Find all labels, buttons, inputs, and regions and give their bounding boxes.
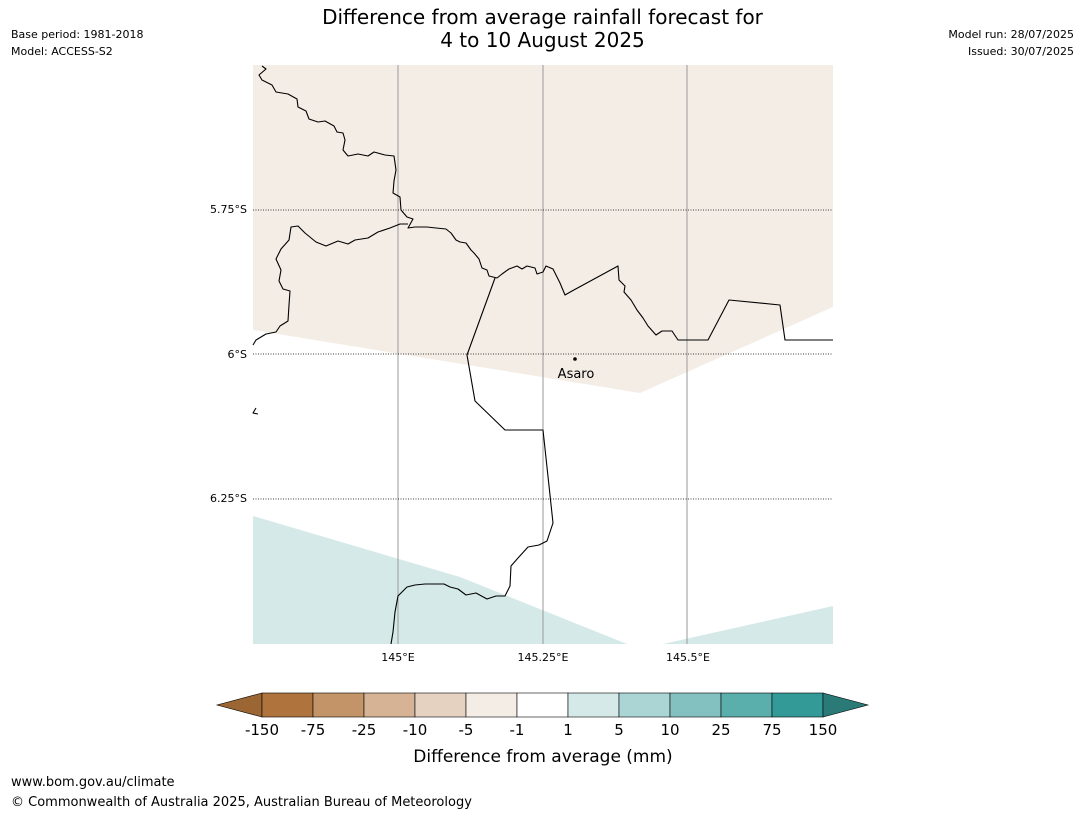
wet-anomaly-region-west <box>253 516 627 644</box>
model-run-label: Model run: 28/07/2025 <box>948 28 1074 41</box>
legend-swatch <box>567 692 620 718</box>
colour-legend: -150 -75 -25 -10 -5 -1 1 5 10 25 75 150 <box>215 692 870 739</box>
footer-url: www.bom.gov.au/climate <box>11 775 175 790</box>
legend-arrow-right <box>822 692 870 718</box>
legend-tick-label: -10 <box>403 721 428 739</box>
map-title: Difference from average rainfall forecas… <box>0 6 1085 52</box>
lat-label-6-25s: 6.25°S <box>210 492 247 505</box>
legend-swatch <box>261 692 314 718</box>
legend-tick-label: 25 <box>711 721 730 739</box>
map-title-line-2: 4 to 10 August 2025 <box>440 28 645 52</box>
lat-label-6s: 6°S <box>228 348 247 361</box>
legend-tick-label: 150 <box>809 721 838 739</box>
legend-tick-label: -5 <box>459 721 474 739</box>
lon-label-145-25e: 145.25°E <box>518 651 569 664</box>
header-left-info: Base period: 1981-2018 Model: ACCESS-S2 <box>11 26 143 60</box>
map-title-line-1: Difference from average rainfall forecas… <box>322 5 763 29</box>
latitude-gridlines <box>253 209 833 500</box>
legend-swatch <box>414 692 467 718</box>
legend-tick-label: -75 <box>301 721 326 739</box>
legend-tick-label: 10 <box>660 721 679 739</box>
border-central <box>390 277 554 645</box>
legend-swatch <box>312 692 365 718</box>
issued-label: Issued: 30/07/2025 <box>967 45 1074 58</box>
legend-swatch <box>618 692 671 718</box>
legend-swatch <box>720 692 773 718</box>
legend-swatch <box>516 692 569 718</box>
wet-anomaly-region-east <box>663 606 833 644</box>
legend-arrow-left <box>215 692 263 718</box>
legend-tick-label: 5 <box>614 721 624 739</box>
border-fragment-west <box>252 407 259 415</box>
legend-swatch <box>363 692 416 718</box>
legend-tick-label: 75 <box>762 721 781 739</box>
border-west-upper <box>252 223 408 346</box>
lat-label-5-75s: 5.75°S <box>210 203 247 216</box>
legend-swatch <box>465 692 518 718</box>
border-outlines <box>252 65 833 645</box>
legend-tick-label: -150 <box>245 721 279 739</box>
lon-label-145-5e: 145.5°E <box>666 651 710 664</box>
legend-title: Difference from average (mm) <box>413 747 672 767</box>
model-label: Model: ACCESS-S2 <box>11 45 113 58</box>
asaro-label: Asaro <box>558 367 595 382</box>
base-period-label: Base period: 1981-2018 <box>11 28 144 41</box>
legend-tick-label: -25 <box>352 721 377 739</box>
legend-swatch <box>771 692 824 718</box>
legend-tick-label: 1 <box>563 721 573 739</box>
legend-tick-label: -1 <box>510 721 525 739</box>
longitude-gridlines <box>397 65 688 644</box>
border-north <box>258 65 833 341</box>
asaro-marker <box>573 357 577 361</box>
lon-label-145e: 145°E <box>381 651 414 664</box>
legend-swatch <box>669 692 722 718</box>
footer-copyright: © Commonwealth of Australia 2025, Austra… <box>11 795 472 810</box>
header-right-info: Model run: 28/07/2025 Issued: 30/07/2025 <box>948 26 1074 60</box>
